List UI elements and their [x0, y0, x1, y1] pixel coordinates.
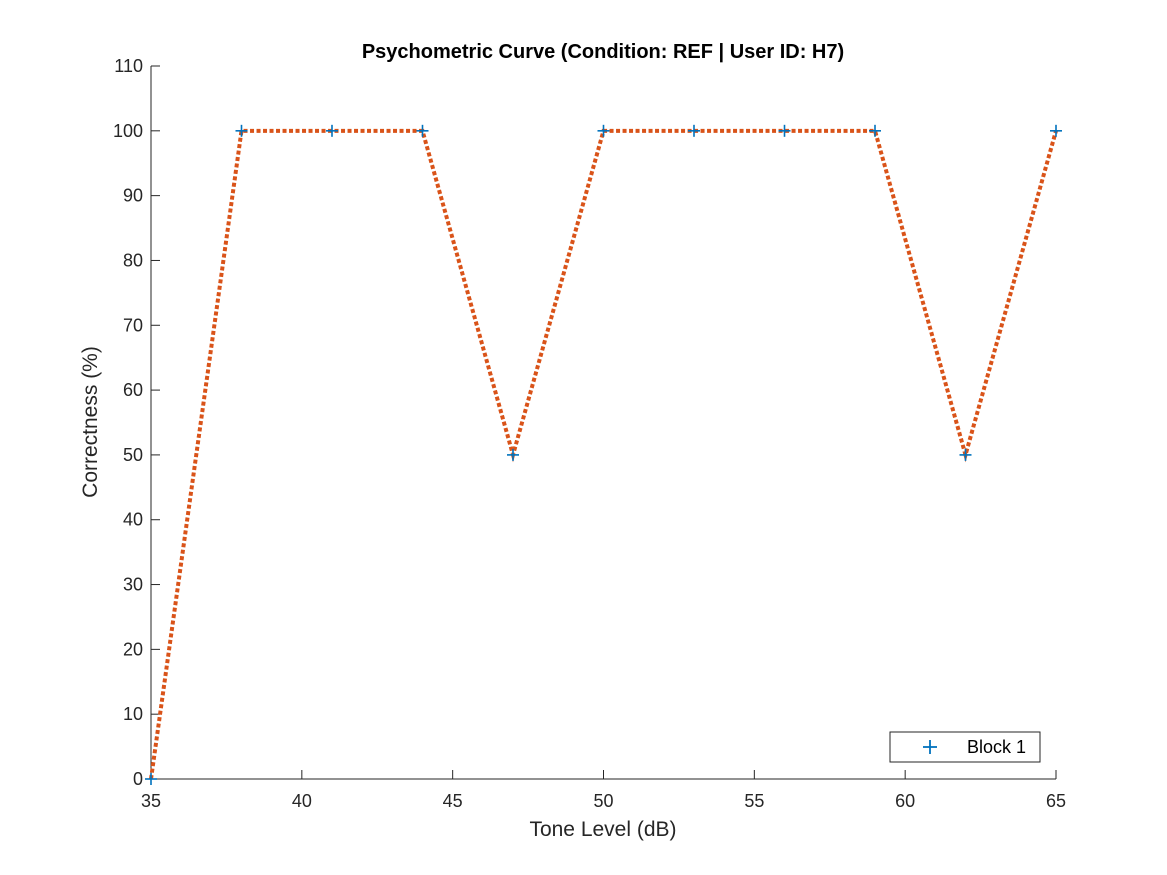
- y-tick-label: 100: [113, 121, 143, 141]
- x-tick-label: 65: [1046, 791, 1066, 811]
- data-point: [235, 124, 248, 137]
- y-tick-label: 50: [123, 445, 143, 465]
- data-point: [1050, 124, 1062, 137]
- data-point: [869, 124, 881, 137]
- x-tick-label: 50: [593, 791, 613, 811]
- y-tick-label: 80: [123, 250, 143, 270]
- axes: 35 40 45 50 55 60 65 0 10 20 30 40 50 60 70 80 90 100 110: [113, 56, 1066, 811]
- x-tick-label: 60: [895, 791, 915, 811]
- data-point: [959, 448, 972, 461]
- legend-label: Block 1: [967, 737, 1026, 757]
- y-tick-label: 0: [133, 769, 143, 789]
- data-point: [145, 773, 157, 785]
- y-tick-label: 10: [123, 704, 143, 724]
- legend: Block 1: [889, 731, 1041, 763]
- y-tick-label: 40: [123, 510, 143, 530]
- x-tick-label: 55: [744, 791, 764, 811]
- y-axis-label: Correctness (%): [79, 346, 102, 498]
- y-tick-label: 20: [123, 639, 143, 659]
- chart-title: Psychometric Curve (Condition: REF | Use…: [362, 41, 844, 63]
- data-point: [688, 124, 700, 137]
- data-point: [507, 448, 519, 461]
- series-markers-block-1: [145, 124, 1062, 785]
- y-tick-label: 110: [114, 56, 143, 76]
- x-axis-label: Tone Level (dB): [529, 818, 676, 841]
- y-tick-label: 30: [123, 575, 143, 595]
- data-point: [416, 124, 429, 137]
- y-tick-label: 60: [123, 380, 143, 400]
- y-tick-label: 90: [123, 186, 143, 206]
- x-tick-label: 45: [443, 791, 463, 811]
- data-point: [778, 124, 791, 137]
- x-tick-label: 40: [292, 791, 312, 811]
- y-tick-label: 70: [123, 315, 143, 335]
- legend-box: [889, 731, 1041, 763]
- data-point: [326, 124, 338, 137]
- x-tick-label: 35: [141, 791, 161, 811]
- data-point: [597, 124, 610, 137]
